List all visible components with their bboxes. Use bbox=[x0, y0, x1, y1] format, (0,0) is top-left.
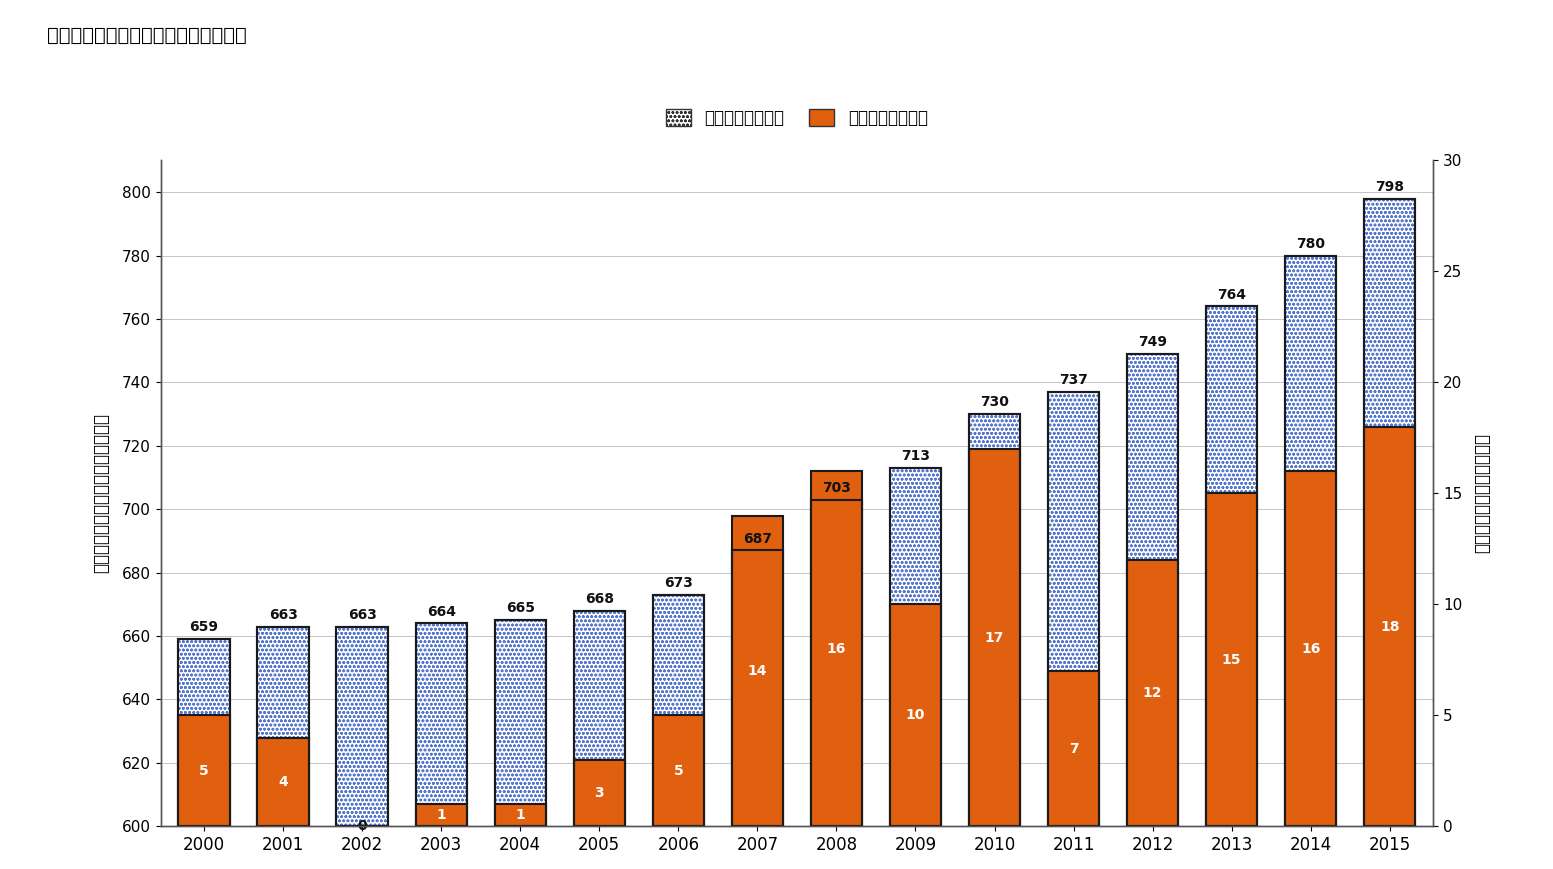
Text: 17: 17 bbox=[985, 631, 1005, 645]
Bar bbox=[811, 471, 862, 826]
Text: 10: 10 bbox=[905, 708, 926, 722]
Bar bbox=[1127, 560, 1179, 826]
Bar bbox=[1207, 306, 1258, 826]
Bar bbox=[1048, 392, 1100, 826]
Bar bbox=[811, 500, 862, 826]
Bar bbox=[1284, 471, 1337, 826]
Bar bbox=[573, 611, 624, 826]
Bar bbox=[969, 415, 1020, 826]
Text: 687: 687 bbox=[742, 532, 772, 546]
Text: 5: 5 bbox=[199, 764, 210, 778]
Text: 737: 737 bbox=[1059, 373, 1089, 388]
Bar bbox=[1207, 306, 1258, 826]
Bar bbox=[652, 595, 704, 826]
Bar bbox=[1364, 198, 1415, 826]
Y-axis label: 全国平均最低賃金（加重平均：円）: 全国平均最低賃金（加重平均：円） bbox=[93, 414, 110, 574]
Text: 659: 659 bbox=[189, 620, 219, 634]
Text: 1: 1 bbox=[436, 808, 446, 822]
Bar bbox=[494, 620, 547, 826]
Bar bbox=[573, 760, 624, 826]
Bar bbox=[652, 715, 704, 826]
Text: 713: 713 bbox=[901, 449, 930, 463]
Bar bbox=[494, 620, 547, 826]
Text: 図表１　日本における最低賃金の推移: 図表１ 日本における最低賃金の推移 bbox=[47, 26, 247, 45]
Bar bbox=[1048, 392, 1100, 826]
Bar bbox=[969, 449, 1020, 826]
Text: 664: 664 bbox=[427, 605, 455, 619]
Bar bbox=[179, 640, 230, 826]
Bar bbox=[258, 738, 309, 826]
Bar bbox=[890, 468, 941, 826]
Text: 18: 18 bbox=[1381, 620, 1399, 634]
Text: 668: 668 bbox=[585, 592, 613, 606]
Text: 16: 16 bbox=[1301, 641, 1320, 656]
Bar bbox=[416, 623, 467, 826]
Bar bbox=[494, 620, 547, 826]
Bar bbox=[573, 611, 624, 826]
Bar bbox=[494, 804, 547, 826]
Text: 3: 3 bbox=[595, 786, 604, 800]
Text: 663: 663 bbox=[269, 607, 298, 622]
Bar bbox=[731, 550, 783, 826]
Bar bbox=[1127, 354, 1179, 826]
Text: 15: 15 bbox=[1222, 653, 1241, 667]
Bar bbox=[731, 550, 783, 826]
Legend: 全国平均最低賃金, 対前年度引上げ額: 全国平均最低賃金, 対前年度引上げ額 bbox=[660, 103, 935, 134]
Bar bbox=[652, 595, 704, 826]
Bar bbox=[258, 627, 309, 826]
Bar bbox=[1364, 427, 1415, 826]
Text: 764: 764 bbox=[1218, 288, 1246, 302]
Bar bbox=[1207, 494, 1258, 826]
Bar bbox=[1048, 671, 1100, 826]
Bar bbox=[179, 715, 230, 826]
Text: 780: 780 bbox=[1297, 237, 1325, 251]
Bar bbox=[258, 627, 309, 826]
Text: 798: 798 bbox=[1376, 180, 1404, 194]
Text: 749: 749 bbox=[1138, 335, 1168, 349]
Y-axis label: 対前年度引き上げ額（円）: 対前年度引き上げ額（円） bbox=[1474, 434, 1491, 554]
Bar bbox=[1207, 306, 1258, 826]
Bar bbox=[1284, 255, 1337, 826]
Bar bbox=[1284, 255, 1337, 826]
Text: 16: 16 bbox=[826, 641, 846, 656]
Bar bbox=[890, 468, 941, 826]
Bar bbox=[337, 627, 388, 826]
Bar bbox=[416, 804, 467, 826]
Bar bbox=[416, 623, 467, 826]
Text: 673: 673 bbox=[663, 576, 693, 590]
Text: 12: 12 bbox=[1143, 687, 1162, 700]
Bar bbox=[731, 550, 783, 826]
Bar bbox=[1127, 354, 1179, 826]
Bar bbox=[337, 627, 388, 826]
Text: 1: 1 bbox=[516, 808, 525, 822]
Text: 14: 14 bbox=[747, 664, 767, 678]
Bar bbox=[179, 640, 230, 826]
Bar bbox=[1364, 198, 1415, 826]
Bar bbox=[179, 640, 230, 826]
Bar bbox=[337, 627, 388, 826]
Text: 663: 663 bbox=[348, 607, 377, 622]
Text: 7: 7 bbox=[1068, 741, 1078, 756]
Text: 665: 665 bbox=[506, 601, 534, 615]
Bar bbox=[1127, 354, 1179, 826]
Bar bbox=[652, 595, 704, 826]
Text: 0: 0 bbox=[357, 819, 367, 833]
Bar bbox=[1284, 255, 1337, 826]
Bar bbox=[1048, 392, 1100, 826]
Text: 730: 730 bbox=[980, 395, 1009, 409]
Bar bbox=[258, 627, 309, 826]
Bar bbox=[890, 604, 941, 826]
Bar bbox=[731, 515, 783, 826]
Bar bbox=[416, 623, 467, 826]
Bar bbox=[1364, 198, 1415, 826]
Bar bbox=[573, 611, 624, 826]
Bar bbox=[811, 500, 862, 826]
Text: 5: 5 bbox=[674, 764, 683, 778]
Bar bbox=[969, 415, 1020, 826]
Bar bbox=[969, 415, 1020, 826]
Bar bbox=[811, 500, 862, 826]
Text: 703: 703 bbox=[822, 481, 851, 495]
Text: 4: 4 bbox=[278, 775, 287, 789]
Bar bbox=[890, 468, 941, 826]
